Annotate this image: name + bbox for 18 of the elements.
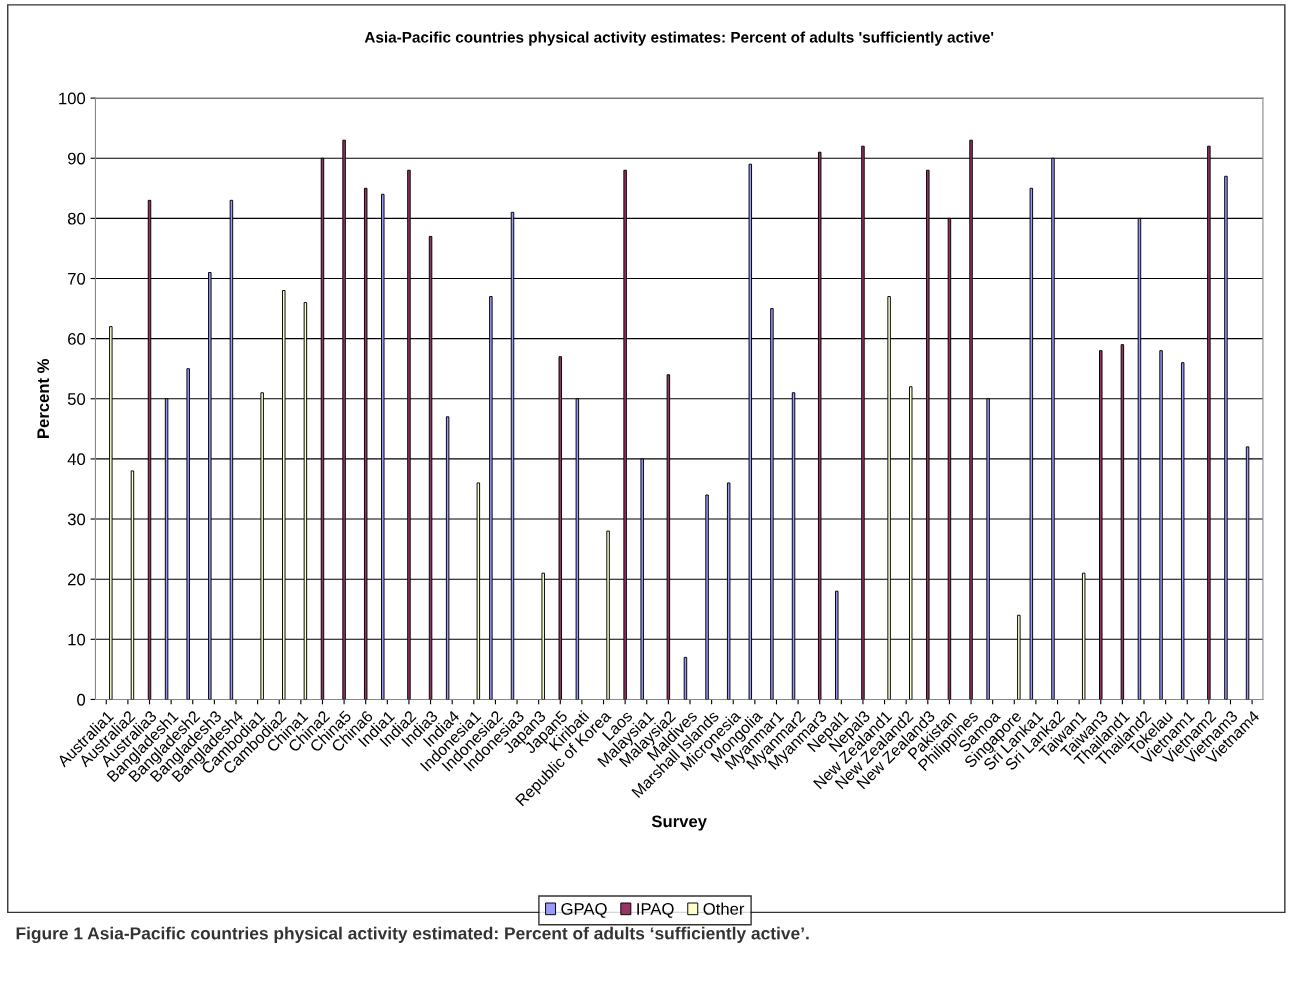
y-tick-label: 80 <box>67 212 86 225</box>
legend-label: GPAQ <box>561 903 607 918</box>
y-axis-title: Percent % <box>37 358 50 438</box>
legend-label: Other <box>703 902 745 915</box>
y-tick-label: 20 <box>68 573 86 586</box>
y-tick-label: 40 <box>67 453 86 466</box>
y-tick-label: 90 <box>67 152 86 165</box>
legend-label: IPAQ <box>637 903 674 918</box>
x-axis-title: Survey <box>651 815 707 831</box>
y-tick-label: 30 <box>67 513 86 526</box>
y-tick-label: 100 <box>59 92 86 105</box>
y-tick-label: 0 <box>77 693 86 706</box>
caption: Figure 1 Asia-Pacific countries physical activity estimated: Percent of adults ‘sufficiently active’. <box>16 926 809 944</box>
chart-title: Asia-Pacific countries physical activity estimates: Percent of adults 'sufficiently active' <box>364 31 994 46</box>
y-tick-label: 60 <box>68 333 86 345</box>
y-tick-label: 70 <box>68 272 86 285</box>
y-tick-label: 10 <box>68 633 86 646</box>
y-tick-label: 50 <box>67 393 86 405</box>
